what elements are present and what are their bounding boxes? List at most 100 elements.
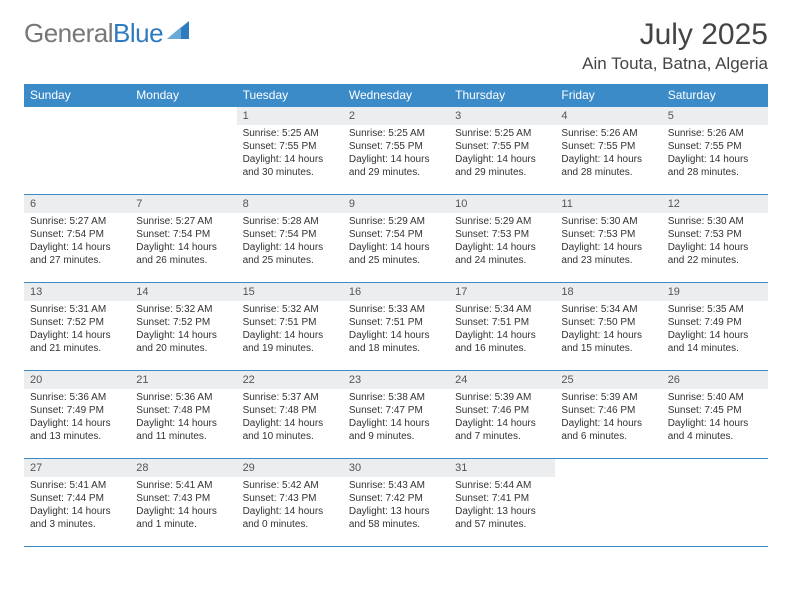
day-content: Sunrise: 5:39 AMSunset: 7:46 PMDaylight:…	[555, 389, 661, 447]
weekday-header: Sunday	[24, 84, 130, 107]
calendar-week-row: 20Sunrise: 5:36 AMSunset: 7:49 PMDayligh…	[24, 371, 768, 459]
day-content: Sunrise: 5:26 AMSunset: 7:55 PMDaylight:…	[662, 125, 768, 183]
day-number: 30	[343, 459, 449, 477]
calendar-week-row: ....1Sunrise: 5:25 AMSunset: 7:55 PMDayl…	[24, 107, 768, 195]
logo-part2: Blue	[113, 18, 163, 48]
calendar-week-row: 13Sunrise: 5:31 AMSunset: 7:52 PMDayligh…	[24, 283, 768, 371]
weekday-header: Tuesday	[237, 84, 343, 107]
calendar-day-cell: 7Sunrise: 5:27 AMSunset: 7:54 PMDaylight…	[130, 195, 236, 283]
calendar-day-cell: 12Sunrise: 5:30 AMSunset: 7:53 PMDayligh…	[662, 195, 768, 283]
calendar-day-cell: 11Sunrise: 5:30 AMSunset: 7:53 PMDayligh…	[555, 195, 661, 283]
day-number: 14	[130, 283, 236, 301]
calendar-table: SundayMondayTuesdayWednesdayThursdayFrid…	[24, 84, 768, 547]
weekday-header: Wednesday	[343, 84, 449, 107]
calendar-day-cell: 20Sunrise: 5:36 AMSunset: 7:49 PMDayligh…	[24, 371, 130, 459]
day-content: Sunrise: 5:29 AMSunset: 7:53 PMDaylight:…	[449, 213, 555, 271]
calendar-day-cell: 6Sunrise: 5:27 AMSunset: 7:54 PMDaylight…	[24, 195, 130, 283]
day-number: 25	[555, 371, 661, 389]
day-number: 29	[237, 459, 343, 477]
day-content: Sunrise: 5:36 AMSunset: 7:48 PMDaylight:…	[130, 389, 236, 447]
day-content: Sunrise: 5:32 AMSunset: 7:52 PMDaylight:…	[130, 301, 236, 359]
day-number: 19	[662, 283, 768, 301]
calendar-day-cell: 2Sunrise: 5:25 AMSunset: 7:55 PMDaylight…	[343, 107, 449, 195]
day-content: Sunrise: 5:38 AMSunset: 7:47 PMDaylight:…	[343, 389, 449, 447]
day-content: Sunrise: 5:44 AMSunset: 7:41 PMDaylight:…	[449, 477, 555, 535]
day-number: 12	[662, 195, 768, 213]
day-content: Sunrise: 5:34 AMSunset: 7:50 PMDaylight:…	[555, 301, 661, 359]
header: GeneralBlue July 2025 Ain Touta, Batna, …	[24, 18, 768, 74]
weekday-header: Friday	[555, 84, 661, 107]
day-number: 2	[343, 107, 449, 125]
day-content: Sunrise: 5:29 AMSunset: 7:54 PMDaylight:…	[343, 213, 449, 271]
day-content: Sunrise: 5:25 AMSunset: 7:55 PMDaylight:…	[237, 125, 343, 183]
day-number: 10	[449, 195, 555, 213]
day-number: 8	[237, 195, 343, 213]
calendar-day-cell: 24Sunrise: 5:39 AMSunset: 7:46 PMDayligh…	[449, 371, 555, 459]
calendar-day-cell: 31Sunrise: 5:44 AMSunset: 7:41 PMDayligh…	[449, 459, 555, 547]
day-number: 9	[343, 195, 449, 213]
calendar-day-cell: 8Sunrise: 5:28 AMSunset: 7:54 PMDaylight…	[237, 195, 343, 283]
day-content: Sunrise: 5:25 AMSunset: 7:55 PMDaylight:…	[449, 125, 555, 183]
calendar-day-cell: 18Sunrise: 5:34 AMSunset: 7:50 PMDayligh…	[555, 283, 661, 371]
day-number: 16	[343, 283, 449, 301]
calendar-day-cell: 5Sunrise: 5:26 AMSunset: 7:55 PMDaylight…	[662, 107, 768, 195]
day-number: 7	[130, 195, 236, 213]
day-content: Sunrise: 5:37 AMSunset: 7:48 PMDaylight:…	[237, 389, 343, 447]
day-number: 1	[237, 107, 343, 125]
calendar-day-cell: 16Sunrise: 5:33 AMSunset: 7:51 PMDayligh…	[343, 283, 449, 371]
calendar-day-cell: 4Sunrise: 5:26 AMSunset: 7:55 PMDaylight…	[555, 107, 661, 195]
day-number: 17	[449, 283, 555, 301]
calendar-day-cell: 28Sunrise: 5:41 AMSunset: 7:43 PMDayligh…	[130, 459, 236, 547]
calendar-day-cell: 21Sunrise: 5:36 AMSunset: 7:48 PMDayligh…	[130, 371, 236, 459]
calendar-day-cell: ..	[130, 107, 236, 195]
weekday-header: Monday	[130, 84, 236, 107]
day-number: 11	[555, 195, 661, 213]
calendar-day-cell: 22Sunrise: 5:37 AMSunset: 7:48 PMDayligh…	[237, 371, 343, 459]
calendar-day-cell: 29Sunrise: 5:42 AMSunset: 7:43 PMDayligh…	[237, 459, 343, 547]
calendar-day-cell: 13Sunrise: 5:31 AMSunset: 7:52 PMDayligh…	[24, 283, 130, 371]
calendar-day-cell: ..	[662, 459, 768, 547]
day-number: 5	[662, 107, 768, 125]
calendar-day-cell: 9Sunrise: 5:29 AMSunset: 7:54 PMDaylight…	[343, 195, 449, 283]
weekday-header: Saturday	[662, 84, 768, 107]
calendar-day-cell: ..	[555, 459, 661, 547]
calendar-day-cell: 10Sunrise: 5:29 AMSunset: 7:53 PMDayligh…	[449, 195, 555, 283]
calendar-day-cell: 25Sunrise: 5:39 AMSunset: 7:46 PMDayligh…	[555, 371, 661, 459]
day-content: Sunrise: 5:31 AMSunset: 7:52 PMDaylight:…	[24, 301, 130, 359]
day-number: 3	[449, 107, 555, 125]
day-number: 13	[24, 283, 130, 301]
day-content: Sunrise: 5:43 AMSunset: 7:42 PMDaylight:…	[343, 477, 449, 535]
month-title: July 2025	[582, 18, 768, 52]
location: Ain Touta, Batna, Algeria	[582, 54, 768, 74]
day-content: Sunrise: 5:32 AMSunset: 7:51 PMDaylight:…	[237, 301, 343, 359]
day-content: Sunrise: 5:39 AMSunset: 7:46 PMDaylight:…	[449, 389, 555, 447]
calendar-week-row: 6Sunrise: 5:27 AMSunset: 7:54 PMDaylight…	[24, 195, 768, 283]
calendar-week-row: 27Sunrise: 5:41 AMSunset: 7:44 PMDayligh…	[24, 459, 768, 547]
day-content: Sunrise: 5:33 AMSunset: 7:51 PMDaylight:…	[343, 301, 449, 359]
day-number: 26	[662, 371, 768, 389]
day-content: Sunrise: 5:41 AMSunset: 7:44 PMDaylight:…	[24, 477, 130, 535]
weekday-header: Thursday	[449, 84, 555, 107]
day-number: 23	[343, 371, 449, 389]
sail-icon	[167, 21, 193, 46]
day-number: 4	[555, 107, 661, 125]
calendar-day-cell: 14Sunrise: 5:32 AMSunset: 7:52 PMDayligh…	[130, 283, 236, 371]
day-content: Sunrise: 5:26 AMSunset: 7:55 PMDaylight:…	[555, 125, 661, 183]
day-number: 31	[449, 459, 555, 477]
day-content: Sunrise: 5:34 AMSunset: 7:51 PMDaylight:…	[449, 301, 555, 359]
title-block: July 2025 Ain Touta, Batna, Algeria	[582, 18, 768, 74]
logo-text: GeneralBlue	[24, 18, 163, 49]
calendar-day-cell: 27Sunrise: 5:41 AMSunset: 7:44 PMDayligh…	[24, 459, 130, 547]
day-content: Sunrise: 5:30 AMSunset: 7:53 PMDaylight:…	[555, 213, 661, 271]
calendar-day-cell: 26Sunrise: 5:40 AMSunset: 7:45 PMDayligh…	[662, 371, 768, 459]
day-content: Sunrise: 5:30 AMSunset: 7:53 PMDaylight:…	[662, 213, 768, 271]
day-number: 18	[555, 283, 661, 301]
day-content: Sunrise: 5:40 AMSunset: 7:45 PMDaylight:…	[662, 389, 768, 447]
day-content: Sunrise: 5:28 AMSunset: 7:54 PMDaylight:…	[237, 213, 343, 271]
calendar-day-cell: 15Sunrise: 5:32 AMSunset: 7:51 PMDayligh…	[237, 283, 343, 371]
calendar-body: ....1Sunrise: 5:25 AMSunset: 7:55 PMDayl…	[24, 107, 768, 547]
calendar-day-cell: 30Sunrise: 5:43 AMSunset: 7:42 PMDayligh…	[343, 459, 449, 547]
day-content: Sunrise: 5:35 AMSunset: 7:49 PMDaylight:…	[662, 301, 768, 359]
calendar-day-cell: 1Sunrise: 5:25 AMSunset: 7:55 PMDaylight…	[237, 107, 343, 195]
day-number: 24	[449, 371, 555, 389]
